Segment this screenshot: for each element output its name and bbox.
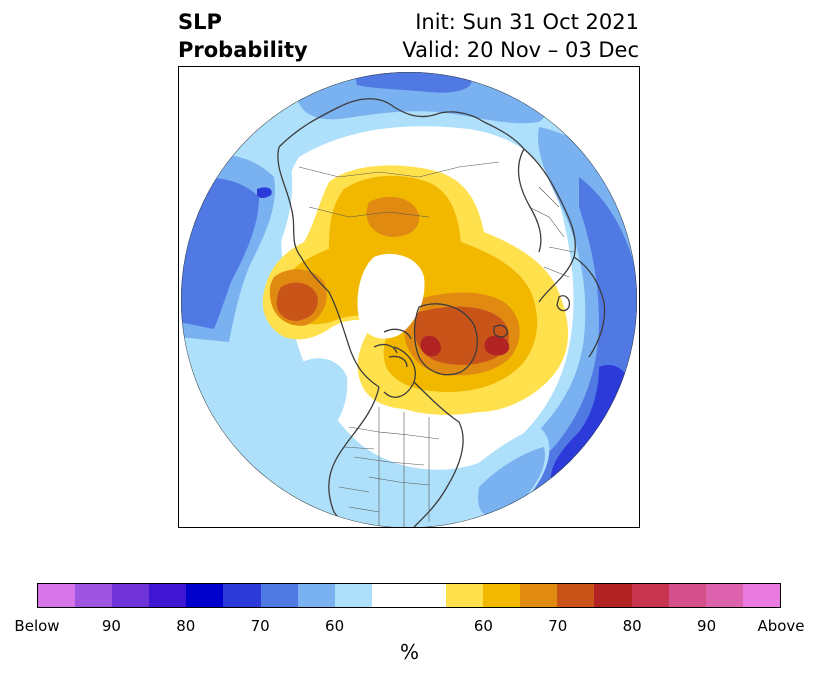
init-date: Init: Sun 31 Oct 2021 xyxy=(415,10,639,34)
colorbar-tick-label: 60 xyxy=(473,617,493,635)
map-svg xyxy=(181,72,637,527)
colorbar-tick-label: Below xyxy=(14,617,60,635)
colorbar-segment xyxy=(38,584,76,607)
below-60-pacific xyxy=(293,358,348,432)
colorbar-segment xyxy=(186,584,224,607)
colorbar-segment xyxy=(75,584,113,607)
colorbar-segment xyxy=(742,584,780,607)
colorbar-tick-label: 80 xyxy=(622,617,642,635)
colorbar-segment xyxy=(594,584,632,607)
colorbar-segment xyxy=(446,584,484,607)
colorbar-segment xyxy=(149,584,187,607)
below-65-atlantic xyxy=(478,447,545,517)
title-line-2: Probability xyxy=(178,38,308,62)
colorbar-segment xyxy=(520,584,558,607)
colorbar-segment xyxy=(705,584,743,607)
colorbar-tick-label: 70 xyxy=(548,617,568,635)
colorbar xyxy=(37,583,781,608)
colorbar-segment xyxy=(557,584,595,607)
colorbar-tick-label: 80 xyxy=(176,617,196,635)
colorbar-ticks: Below 90 80 70 60 60 70 80 90 Above xyxy=(14,617,804,637)
colorbar-tick-label: 90 xyxy=(697,617,717,635)
colorbar-segment xyxy=(668,584,706,607)
below-70-west xyxy=(181,178,259,329)
colorbar-segment xyxy=(408,584,447,607)
colorbar-tick-label: 60 xyxy=(325,617,345,635)
colorbar-segment xyxy=(371,584,409,607)
colorbar-segment xyxy=(297,584,335,607)
above-70 xyxy=(276,282,509,365)
colorbar-segment xyxy=(334,584,372,607)
borders xyxy=(298,161,575,527)
polar-map xyxy=(178,66,640,528)
colorbar-tick-label: 70 xyxy=(250,617,270,635)
chart-subtitle: Init: Sun 31 Oct 2021 Valid: 20 Nov – 03… xyxy=(402,8,639,64)
colorbar-segment xyxy=(483,584,521,607)
colorbar-tick-label: 90 xyxy=(101,617,121,635)
above-75 xyxy=(420,335,510,357)
colorbar-tick-label: Above xyxy=(757,617,805,635)
below-75-west xyxy=(257,187,272,198)
map-content xyxy=(181,72,637,527)
colorbar-segment xyxy=(260,584,298,607)
title-line-1: SLP xyxy=(178,10,222,34)
neutral-alaska xyxy=(357,253,425,339)
chart-title: SLP Probability xyxy=(178,8,308,64)
colorbar-unit: % xyxy=(399,640,419,664)
valid-range: Valid: 20 Nov – 03 Dec xyxy=(402,38,639,62)
colorbar-segment xyxy=(223,584,261,607)
colorbar-segment xyxy=(631,584,669,607)
colorbar-strip xyxy=(37,583,781,608)
colorbar-segment xyxy=(112,584,150,607)
